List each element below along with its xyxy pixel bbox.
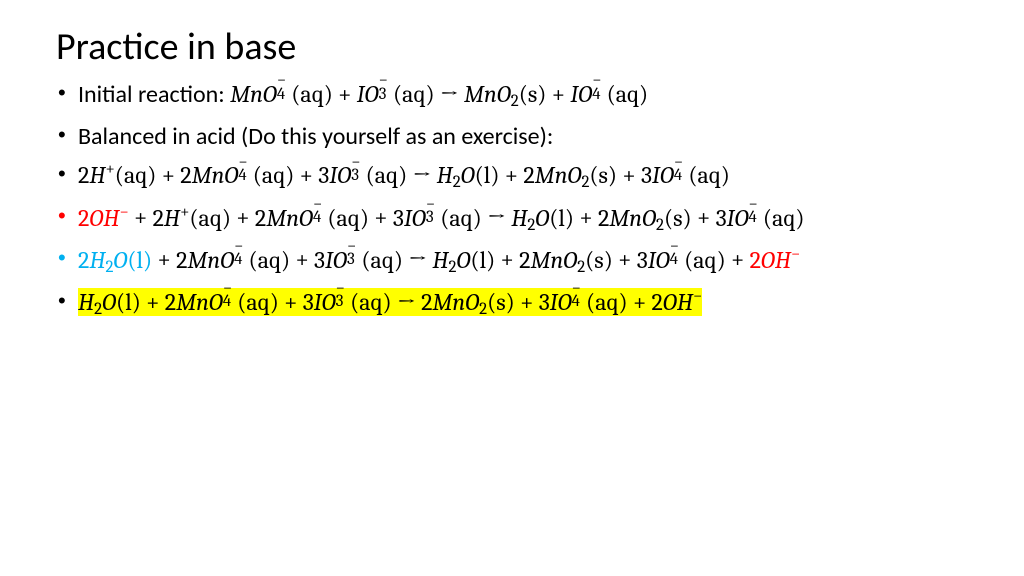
chem-formula: 2MnO2(s): [598, 204, 692, 232]
chem-formula: 3IO−3(aq): [314, 246, 403, 274]
chem-formula: 3IO−4(aq): [716, 204, 805, 232]
chem-formula: 2H2O(l): [78, 246, 152, 274]
operator: +: [574, 204, 598, 232]
operator: →: [407, 161, 436, 189]
operator: +: [499, 161, 523, 189]
bullet-item: 2OH− + 2H+(aq) + 2MnO−4(aq) + 3IO−3(aq) …: [56, 201, 968, 237]
operator: +: [333, 80, 357, 108]
chem-formula: 2OH−: [652, 288, 703, 316]
operator: +: [515, 288, 539, 316]
operator: +: [152, 246, 176, 274]
chem-formula: 3IO−3(aq): [318, 161, 407, 189]
chem-formula: 2MnO2(s): [519, 246, 613, 274]
operator: +: [129, 204, 153, 232]
chem-formula: MnO2(s): [464, 80, 546, 108]
chem-formula: H2O(l): [437, 161, 500, 189]
chem-formula: IO−3(aq): [357, 80, 435, 108]
operator: +: [141, 288, 165, 316]
chem-formula: 2OH−: [750, 246, 801, 274]
chem-formula: 2MnO2(s): [421, 288, 515, 316]
operator: +: [628, 288, 652, 316]
chem-formula: MnO−4(aq): [230, 80, 333, 108]
operator: +: [231, 204, 255, 232]
chem-formula: 2MnO−4(aq): [176, 246, 290, 274]
chem-formula: 3IO−4(aq): [539, 288, 628, 316]
chem-formula: H2O(l): [78, 288, 141, 316]
operator: +: [726, 246, 750, 274]
operator: +: [156, 161, 180, 189]
chem-formula: 3IO−3(aq): [393, 204, 482, 232]
chem-formula: H2O(l): [511, 204, 574, 232]
bullet-item: H2O(l) + 2MnO−4(aq) + 3IO−3(aq) → 2MnO2(…: [56, 286, 968, 322]
operator: →: [482, 204, 511, 232]
text-run: Initial reaction:: [78, 80, 230, 109]
operator: +: [294, 161, 318, 189]
chem-formula: 2H+(aq): [78, 161, 156, 189]
chem-formula: 2MnO2(s): [523, 161, 617, 189]
operator: +: [692, 204, 716, 232]
operator: +: [495, 246, 519, 274]
operator: +: [617, 161, 641, 189]
chem-formula: 3IO−4(aq): [637, 246, 726, 274]
chem-formula: 2MnO−4(aq): [180, 161, 294, 189]
bullet-item: Initial reaction: MnO−4(aq) + IO−3(aq) →…: [56, 78, 968, 114]
operator: +: [546, 80, 570, 108]
operator: →: [403, 246, 432, 274]
text-run: Balanced in acid (Do this yourself as an…: [78, 122, 553, 151]
chem-formula: H2O(l): [432, 246, 495, 274]
operator: +: [279, 288, 303, 316]
operator: +: [369, 204, 393, 232]
bullet-item: Balanced in acid (Do this yourself as an…: [56, 120, 968, 153]
bullet-item: 2H2O(l) + 2MnO−4(aq) + 3IO−3(aq) → H2O(l…: [56, 243, 968, 279]
operator: +: [613, 246, 637, 274]
chem-formula: 3IO−3(aq): [303, 288, 392, 316]
chem-formula: 2MnO−4(aq): [165, 288, 279, 316]
chem-formula: 3IO−4(aq): [641, 161, 730, 189]
slide: Practice in base Initial reaction: MnO−4…: [0, 0, 1024, 576]
chem-formula: 2H+(aq): [153, 204, 231, 232]
operator: →: [435, 80, 464, 108]
chem-formula: 2MnO−4(aq): [255, 204, 369, 232]
bullet-list: Initial reaction: MnO−4(aq) + IO−3(aq) →…: [56, 78, 968, 322]
operator: +: [290, 246, 314, 274]
bullet-item: 2H+(aq) + 2MnO−4(aq) + 3IO−3(aq) → H2O(l…: [56, 159, 968, 195]
slide-title: Practice in base: [56, 24, 968, 70]
chem-formula: IO−4(aq): [570, 80, 648, 108]
operator: →: [392, 288, 421, 316]
chem-formula: 2OH−: [78, 204, 129, 232]
